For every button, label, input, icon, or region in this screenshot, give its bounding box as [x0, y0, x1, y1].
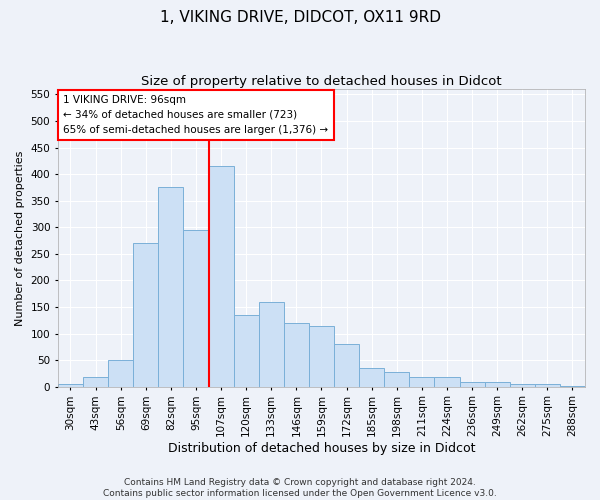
Bar	[209, 166, 233, 386]
Text: 1, VIKING DRIVE, DIDCOT, OX11 9RD: 1, VIKING DRIVE, DIDCOT, OX11 9RD	[160, 10, 440, 25]
Bar	[58, 384, 83, 386]
Text: 1 VIKING DRIVE: 96sqm
← 34% of detached houses are smaller (723)
65% of semi-det: 1 VIKING DRIVE: 96sqm ← 34% of detached …	[63, 95, 328, 134]
Bar	[83, 377, 108, 386]
Bar	[334, 344, 359, 387]
Bar	[233, 315, 259, 386]
Bar	[434, 377, 460, 386]
Bar	[108, 360, 133, 386]
Bar	[384, 372, 409, 386]
Bar	[158, 188, 184, 386]
Bar	[460, 382, 485, 386]
Bar	[359, 368, 384, 386]
Bar	[409, 377, 434, 386]
Bar	[485, 382, 510, 386]
Bar	[510, 384, 535, 386]
Bar	[535, 384, 560, 386]
X-axis label: Distribution of detached houses by size in Didcot: Distribution of detached houses by size …	[168, 442, 475, 455]
Text: Contains HM Land Registry data © Crown copyright and database right 2024.
Contai: Contains HM Land Registry data © Crown c…	[103, 478, 497, 498]
Bar	[184, 230, 209, 386]
Title: Size of property relative to detached houses in Didcot: Size of property relative to detached ho…	[141, 75, 502, 88]
Bar	[259, 302, 284, 386]
Bar	[309, 326, 334, 386]
Bar	[133, 243, 158, 386]
Y-axis label: Number of detached properties: Number of detached properties	[15, 150, 25, 326]
Bar	[284, 323, 309, 386]
